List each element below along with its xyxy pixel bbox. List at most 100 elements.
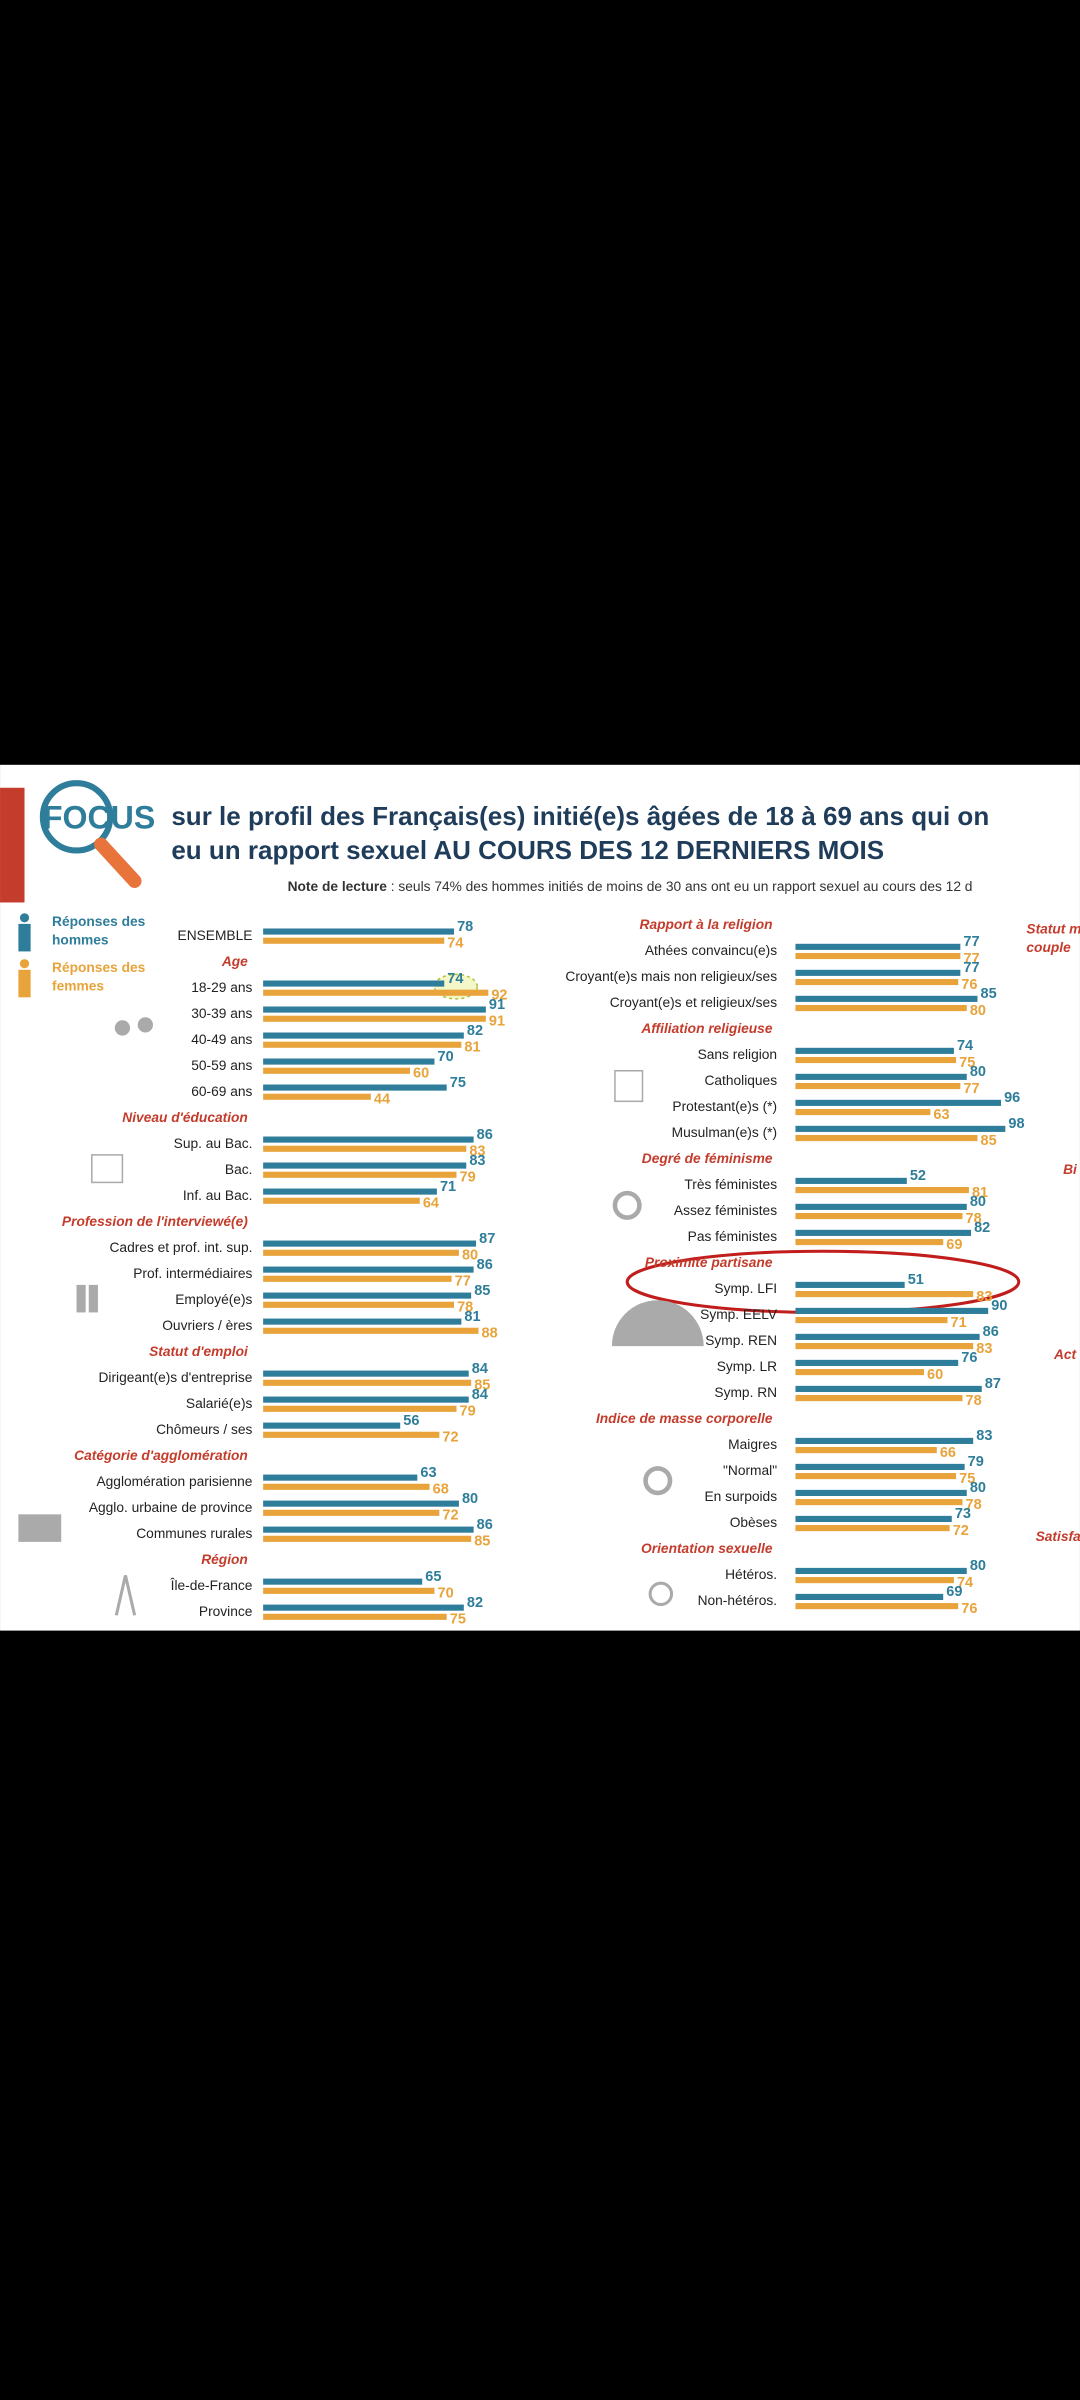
value-label: 86: [477, 1517, 493, 1533]
side-band: [0, 787, 25, 903]
section-title: Statut d'emploi: [149, 1344, 249, 1359]
category-label: Symp. REN: [705, 1333, 777, 1348]
value-label: 86: [477, 1257, 493, 1273]
bar-women: [263, 1509, 440, 1516]
value-label: 78: [966, 1211, 982, 1227]
bar-women: [263, 1145, 467, 1152]
icon: [114, 1575, 137, 1616]
cut-label: Statut m: [1026, 922, 1080, 937]
bar-women: [263, 1067, 410, 1074]
value-label: 76: [961, 1601, 977, 1617]
value-label: 74: [447, 971, 463, 987]
bar-men: [263, 1526, 474, 1533]
value-label: 69: [946, 1584, 962, 1600]
bar-women: [263, 989, 489, 996]
value-label: 78: [966, 1393, 982, 1409]
category-label: Employé(e)s: [175, 1292, 252, 1307]
value-label: 87: [479, 1231, 495, 1247]
value-label: 77: [963, 951, 979, 967]
value-label: 91: [489, 997, 505, 1013]
value-label: 90: [991, 1298, 1007, 1314]
value-label: 85: [474, 1283, 490, 1299]
category-label: Obèses: [730, 1515, 778, 1530]
icon: [76, 1284, 86, 1313]
bar-women: [795, 1447, 937, 1454]
value-label: 87: [985, 1376, 1001, 1392]
category-label: Protestant(e)s (*): [672, 1099, 777, 1114]
bar-men: [795, 1203, 967, 1210]
value-label: 83: [469, 1153, 485, 1169]
bar-women: [795, 952, 961, 960]
value-label: 75: [450, 1075, 466, 1091]
section-title: Degré de féminisme: [642, 1151, 773, 1166]
legend-men-1: Réponses des: [52, 914, 146, 929]
bar-men: [795, 995, 978, 1002]
category-label: Symp. EELV: [700, 1307, 778, 1322]
category-label: Croyant(e)s mais non religieux/ses: [565, 969, 777, 984]
category-label: "Normal": [723, 1463, 777, 1478]
bar-men: [263, 1136, 474, 1143]
category-label: Inf. au Bac.: [183, 1188, 253, 1203]
bar-men: [795, 969, 961, 976]
value-label: 80: [970, 1558, 986, 1574]
value-label: 56: [403, 1413, 419, 1429]
bar-men: [263, 1604, 464, 1611]
bar-men: [795, 1359, 959, 1366]
bar-men: [263, 980, 445, 987]
value-label: 84: [472, 1387, 488, 1403]
value-label: 52: [910, 1168, 926, 1184]
bar-men: [263, 1058, 435, 1065]
icon: [18, 1514, 62, 1542]
bar-men: [263, 1188, 437, 1195]
bar-women: [795, 978, 959, 986]
bar-men: [263, 1370, 469, 1377]
bar-women: [795, 1473, 957, 1480]
bar-men: [263, 1006, 486, 1013]
value-label: 85: [981, 986, 997, 1002]
value-label: 80: [970, 1003, 986, 1019]
value-label: 80: [970, 1480, 986, 1496]
bar-women: [263, 1041, 462, 1048]
bar-men: [263, 1032, 464, 1039]
section-title: Profession de l'interviewé(e): [62, 1214, 248, 1229]
category-label: Assez féministes: [674, 1203, 777, 1218]
bar-men: [263, 1474, 418, 1481]
bar-women: [795, 1499, 963, 1506]
value-label: 86: [983, 1324, 999, 1340]
bar-women: [263, 1275, 452, 1282]
bar-men: [263, 1578, 423, 1585]
icon: [614, 1069, 644, 1103]
category-label: En surpoids: [704, 1489, 777, 1504]
bar-men: [795, 1125, 1006, 1132]
section-title: Orientation sexuelle: [641, 1541, 773, 1556]
category-label: Chômeurs / ses: [156, 1422, 252, 1437]
icon: [612, 1190, 642, 1220]
value-label: 77: [963, 934, 979, 950]
category-label: Maigres: [728, 1437, 777, 1452]
section-title: Affiliation religieuse: [640, 1021, 773, 1036]
cut-label: Bi: [1063, 1162, 1078, 1177]
bar-men: [263, 1500, 459, 1507]
bar-women: [263, 1171, 457, 1178]
value-label: 81: [464, 1309, 480, 1325]
focus-logo: FOCUS: [39, 780, 155, 888]
value-label: 64: [423, 1196, 439, 1212]
category-label: 50-59 ans: [191, 1058, 252, 1073]
category-label: Croyant(e)s et religieux/ses: [610, 995, 777, 1010]
bar-women: [263, 937, 445, 944]
value-label: 72: [953, 1523, 969, 1539]
bar-men: [795, 1567, 967, 1574]
bar-women: [263, 1587, 435, 1594]
bar-women: [795, 1213, 963, 1220]
cut-label: Act: [1053, 1347, 1078, 1362]
bar-women: [795, 1186, 969, 1194]
bar-women: [795, 1525, 950, 1532]
value-label: 88: [482, 1326, 498, 1342]
section-title: Proximité partisane: [645, 1255, 773, 1270]
value-label: 83: [976, 1289, 992, 1305]
bar-women: [263, 1249, 459, 1256]
category-label: Pas féministes: [688, 1229, 778, 1244]
bar-women: [795, 1291, 974, 1298]
value-label: 77: [455, 1274, 471, 1290]
